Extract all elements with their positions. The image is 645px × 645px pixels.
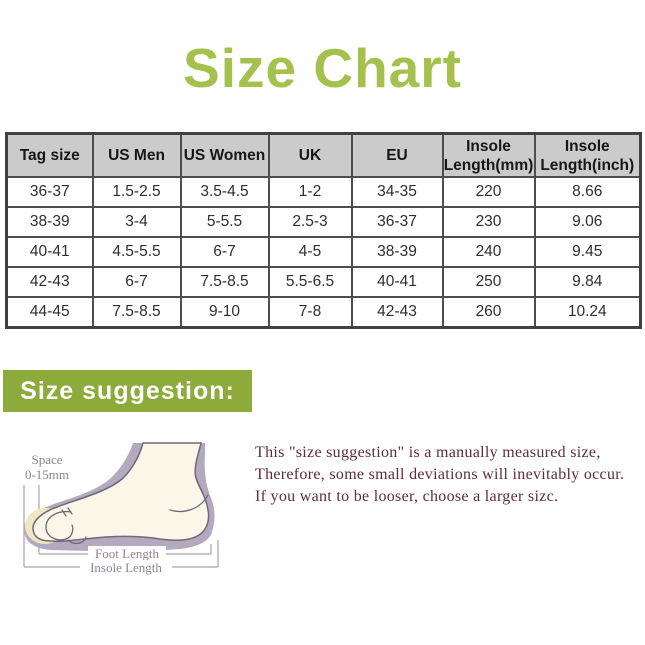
table-cell: 7.5-8.5 — [91, 296, 182, 329]
table-cell: 240 — [441, 236, 536, 268]
table-row: 36-37 1.5-2.5 3.5-4.5 1-2 34-35 220 8.66 — [5, 176, 642, 208]
table-cell: 38-39 — [350, 236, 444, 268]
header-insole-mm: Insole Length(mm) — [441, 132, 536, 178]
table-cell: 1.5-2.5 — [91, 176, 182, 208]
table-cell: 40-41 — [350, 266, 444, 298]
table-cell: 9-10 — [179, 296, 270, 329]
size-suggestion-heading: Size suggestion: — [3, 370, 252, 412]
table-cell: 9.45 — [533, 236, 642, 268]
table-cell: 220 — [441, 176, 536, 208]
size-suggestion-note: This "size suggestion" is a manually mea… — [255, 442, 645, 508]
note-line: Therefore, some small deviations will in… — [255, 466, 625, 483]
table-cell: 6-7 — [91, 266, 182, 298]
note-line: If you want to be looser, choose a large… — [255, 488, 559, 505]
table-cell: 42-43 — [350, 296, 444, 329]
table-cell: 38-39 — [5, 206, 94, 238]
table-cell: 5-5.5 — [179, 206, 270, 238]
header-eu: EU — [350, 132, 444, 178]
table-cell: 4-5 — [267, 236, 353, 268]
table-cell: 6-7 — [179, 236, 270, 268]
table-cell: 9.84 — [533, 266, 642, 298]
table-cell: 8.66 — [533, 176, 642, 208]
table-cell: 36-37 — [350, 206, 444, 238]
table-header-row: Tag size US Men US Women UK EU Insole Le… — [5, 132, 642, 178]
foot-length-label: Foot Length — [88, 546, 166, 562]
table-cell: 260 — [441, 296, 536, 329]
table-cell: 34-35 — [350, 176, 444, 208]
insole-length-label: Insole Length — [80, 560, 172, 576]
table-row: 44-45 7.5-8.5 9-10 7-8 42-43 260 10.24 — [5, 296, 642, 329]
size-conversion-table: Tag size US Men US Women UK EU Insole Le… — [5, 132, 642, 329]
note-line: This "size suggestion" is a manually mea… — [255, 444, 601, 461]
foot-detail-lines — [45, 494, 209, 545]
table-cell: 7-8 — [267, 296, 353, 329]
table-cell: 230 — [441, 206, 536, 238]
space-label: Space 0-15mm — [24, 452, 70, 482]
table-cell: 250 — [441, 266, 536, 298]
foot-measurement-illustration — [23, 442, 219, 568]
header-tag-size: Tag size — [5, 132, 94, 178]
header-us-men: US Men — [91, 132, 182, 178]
table-cell: 10.24 — [533, 296, 642, 329]
table-row: 38-39 3-4 5-5.5 2.5-3 36-37 230 9.06 — [5, 206, 642, 238]
table-cell: 9.06 — [533, 206, 642, 238]
header-insole-inch: Insole Length(inch) — [533, 132, 642, 178]
table-cell: 3-4 — [91, 206, 182, 238]
table-cell: 42-43 — [5, 266, 94, 298]
table-cell: 40-41 — [5, 236, 94, 268]
table-cell: 36-37 — [5, 176, 94, 208]
header-uk: UK — [267, 132, 353, 178]
table-cell: 3.5-4.5 — [179, 176, 270, 208]
page-title: Size Chart — [183, 37, 462, 99]
table-cell: 2.5-3 — [267, 206, 353, 238]
table-cell: 7.5-8.5 — [179, 266, 270, 298]
table-row: 40-41 4.5-5.5 6-7 4-5 38-39 240 9.45 — [5, 236, 642, 268]
table-row: 42-43 6-7 7.5-8.5 5.5-6.5 40-41 250 9.84 — [5, 266, 642, 298]
table-cell: 4.5-5.5 — [91, 236, 182, 268]
header-us-women: US Women — [179, 132, 270, 178]
table-cell: 1-2 — [267, 176, 353, 208]
table-cell: 44-45 — [5, 296, 94, 329]
table-cell: 5.5-6.5 — [267, 266, 353, 298]
